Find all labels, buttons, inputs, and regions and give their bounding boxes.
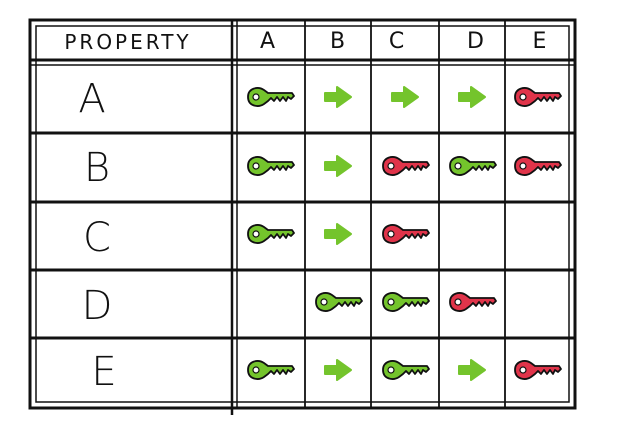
row-header-b: B <box>83 145 111 191</box>
green-arrow-icon <box>322 84 354 114</box>
green-key-icon <box>379 287 431 321</box>
column-header-e: E <box>532 29 548 54</box>
green-key-icon <box>312 287 364 321</box>
property-column-header: PROPERTY <box>64 30 192 54</box>
red-key-icon <box>511 355 563 389</box>
green-arrow-icon <box>389 84 421 114</box>
column-header-a: A <box>259 29 277 54</box>
green-key-icon <box>446 151 498 185</box>
column-header-c: C <box>388 29 406 54</box>
red-key-icon <box>379 219 431 253</box>
red-key-icon <box>511 82 563 116</box>
green-arrow-icon <box>456 357 488 387</box>
green-arrow-icon <box>322 153 354 183</box>
column-header-d: D <box>467 29 485 54</box>
red-key-icon <box>511 151 563 185</box>
row-header-a: A <box>78 76 106 122</box>
green-key-icon <box>244 151 296 185</box>
green-key-icon <box>244 219 296 253</box>
green-key-icon <box>244 82 296 116</box>
row-header-d: D <box>81 283 113 329</box>
row-header-c: C <box>83 215 111 261</box>
column-header-b: B <box>329 29 347 54</box>
red-key-icon <box>446 287 498 321</box>
row-header-e: E <box>91 349 117 395</box>
green-arrow-icon <box>322 221 354 251</box>
green-arrow-icon <box>456 84 488 114</box>
green-key-icon <box>379 355 431 389</box>
green-key-icon <box>244 355 296 389</box>
green-arrow-icon <box>322 357 354 387</box>
red-key-icon <box>379 151 431 185</box>
